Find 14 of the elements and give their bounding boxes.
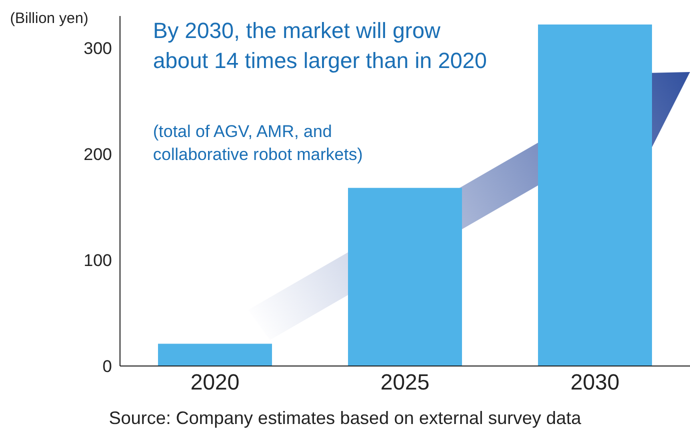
y-axis-title: (Billion yen) (10, 10, 88, 27)
bar (158, 344, 272, 366)
text: By 2030, the market will grow about 14 times larger than in 2020 (153, 17, 488, 75)
x-tick-label: 2020 (190, 370, 240, 395)
y-tick-label: 300 (84, 38, 112, 58)
y-tick-label: 100 (84, 250, 112, 270)
x-tick-label: 2025 (380, 370, 430, 395)
text: (total of AGV, AMR, and collaborative robot markets) (153, 121, 364, 166)
y-tick-label: 0 (102, 357, 112, 376)
bar (538, 24, 652, 366)
source-note: Source: Company estimates based on external survey data (108, 408, 582, 429)
bar (348, 188, 462, 366)
y-tick-label: 200 (84, 144, 112, 164)
x-tick-label: 2030 (570, 370, 620, 395)
